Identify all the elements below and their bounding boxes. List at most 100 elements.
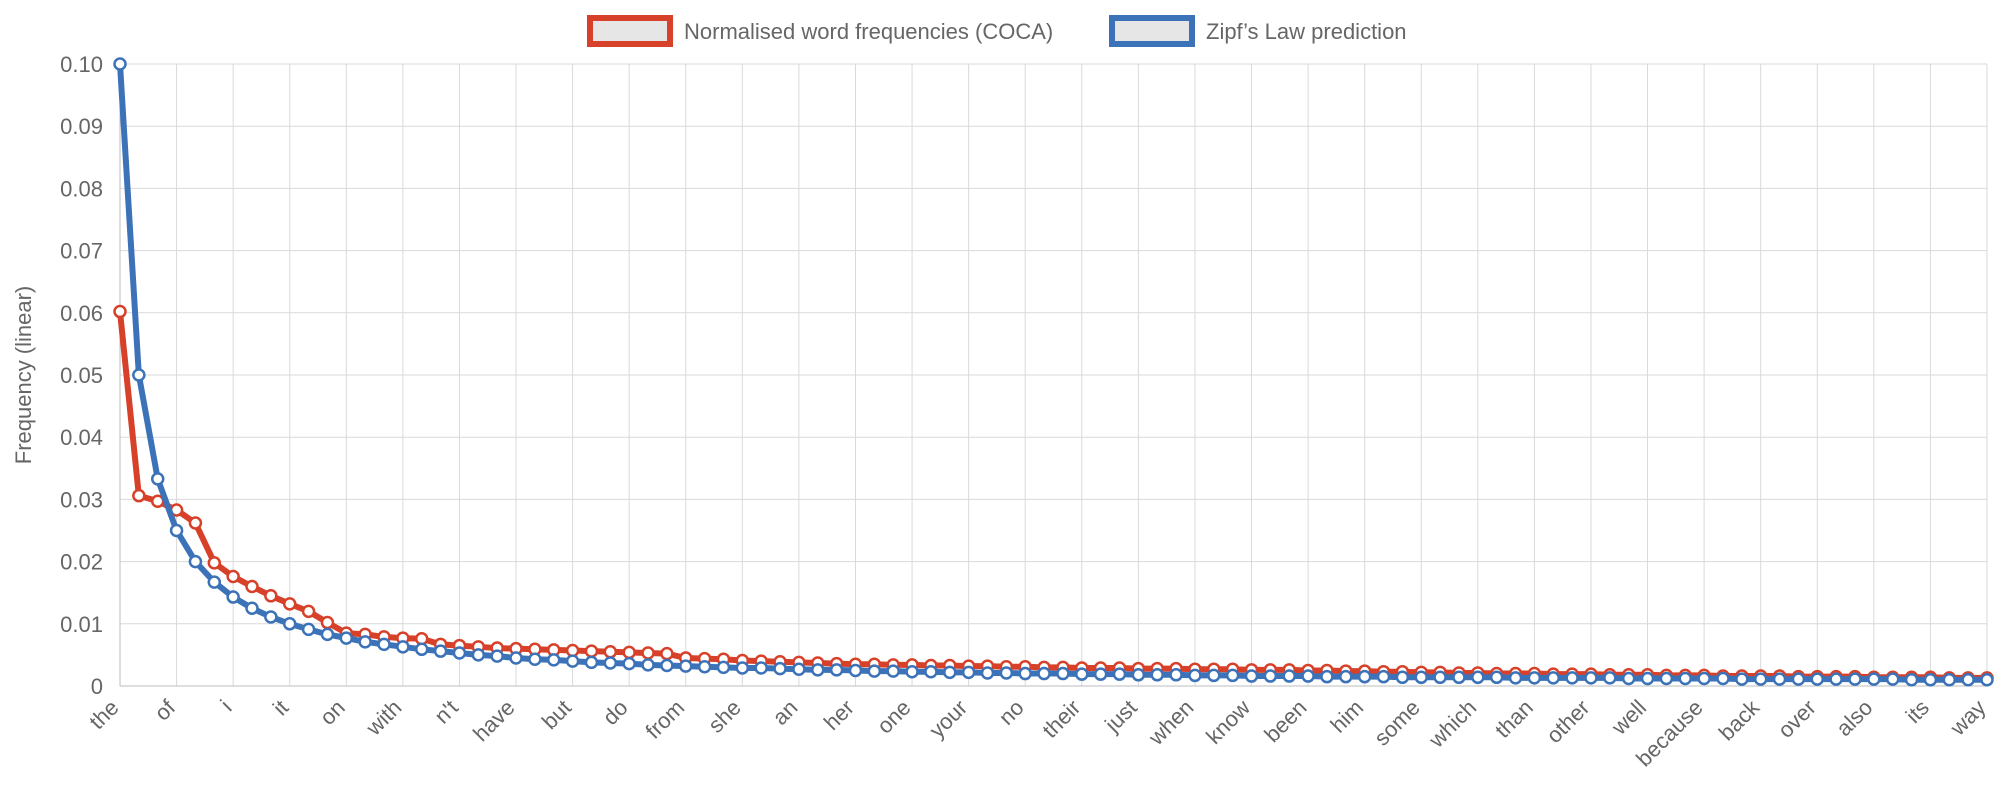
series-point-zipf — [1923, 673, 1938, 687]
series-point-zipf — [452, 646, 467, 660]
series-point-zipf — [1282, 669, 1296, 683]
series-layer — [113, 57, 1994, 687]
series-point-zipf — [1489, 670, 1504, 685]
x-tick-label: him — [1325, 695, 1368, 738]
series-point-zipf — [999, 666, 1014, 680]
x-tick-label: your — [924, 695, 972, 743]
x-tick-label: the — [84, 695, 123, 734]
x-tick-label: with — [360, 695, 406, 741]
series-line-zipf — [117, 61, 1990, 683]
series-point-zipf — [509, 651, 523, 665]
x-tick-label: of — [149, 694, 180, 725]
series-point-zipf — [433, 644, 448, 658]
series-point-zipf — [1376, 669, 1391, 684]
series-point-zipf — [1848, 672, 1862, 686]
x-tick-label: over — [1773, 695, 1821, 743]
series-point-zipf — [226, 590, 240, 604]
series-point-zipf — [471, 648, 486, 662]
series-point-zipf — [622, 656, 636, 671]
series-point-zipf — [320, 627, 335, 642]
series-point-zipf — [1659, 671, 1674, 686]
series-point-zipf — [1357, 669, 1372, 684]
series-point-coca — [207, 556, 222, 570]
series-point-coca — [603, 645, 618, 659]
x-tick-label: just — [1099, 695, 1142, 738]
y-tick-label: 0.04 — [60, 425, 103, 450]
series-point-coca — [320, 615, 335, 630]
series-point-coca — [188, 516, 203, 530]
legend-swatch-coca — [587, 15, 673, 47]
series-point-zipf — [1753, 672, 1768, 686]
series-point-zipf — [1207, 668, 1221, 683]
axis-layer — [119, 64, 1987, 687]
series-point-zipf — [1131, 668, 1146, 682]
series-point-zipf — [414, 642, 429, 657]
series-point-zipf — [1697, 671, 1711, 686]
y-tick-label: 0.03 — [60, 487, 103, 512]
series-point-zipf — [1640, 671, 1655, 686]
x-tick-label: some — [1369, 695, 1425, 751]
legend-label-coca: Normalised word frequencies (COCA) — [684, 19, 1053, 44]
series-point-zipf — [1527, 671, 1542, 685]
y-tick-label: 0.06 — [60, 301, 103, 326]
series-point-zipf — [980, 666, 995, 680]
series-point-zipf — [1037, 666, 1051, 681]
x-tick-label: than — [1490, 695, 1538, 743]
series-point-zipf — [1546, 671, 1561, 685]
series-point-zipf — [848, 663, 863, 678]
series-point-zipf — [867, 664, 882, 678]
x-tick-label: when — [1143, 695, 1199, 751]
series-point-zipf — [1075, 667, 1089, 681]
series-point-zipf — [1093, 667, 1108, 681]
series-point-zipf — [1942, 673, 1957, 687]
series-point-zipf — [1980, 673, 1994, 687]
series-point-zipf — [1791, 672, 1806, 686]
y-tick-label: 0.10 — [60, 52, 103, 77]
series-point-zipf — [1829, 672, 1843, 686]
series-point-zipf — [1301, 669, 1315, 683]
series-point-zipf — [1018, 666, 1032, 681]
series-point-zipf — [886, 664, 900, 678]
series-point-zipf — [1188, 668, 1202, 683]
series-point-zipf — [358, 635, 372, 649]
series-point-zipf — [792, 662, 806, 676]
series-point-zipf — [1150, 668, 1164, 682]
series-point-coca — [584, 644, 599, 658]
series-point-zipf — [660, 658, 674, 673]
x-tick-label: which — [1423, 695, 1481, 753]
series-point-zipf — [603, 656, 618, 670]
series-point-zipf — [1678, 671, 1693, 686]
series-point-zipf — [339, 631, 354, 645]
x-tick-label: it — [268, 695, 293, 720]
series-point-zipf — [1716, 671, 1730, 686]
series-point-zipf — [1565, 671, 1579, 685]
series-point-zipf — [1169, 668, 1183, 682]
series-point-zipf — [1056, 666, 1070, 681]
series-point-zipf — [282, 617, 297, 631]
series-point-zipf — [1225, 668, 1240, 683]
series-point-zipf — [943, 665, 957, 680]
y-axis-label: Frequency (linear) — [11, 286, 36, 465]
x-tick-label: back — [1714, 694, 1765, 745]
series-point-zipf — [1584, 671, 1598, 685]
y-tick-label: 0.07 — [60, 239, 103, 264]
series-point-zipf — [584, 655, 599, 670]
series-point-coca — [622, 645, 636, 660]
series-point-zipf — [735, 661, 750, 675]
y-tick-label: 0.08 — [60, 176, 103, 201]
series-point-zipf — [188, 554, 203, 569]
series-point-zipf — [301, 622, 316, 637]
series-point-zipf — [245, 601, 259, 615]
series-point-zipf — [264, 610, 278, 624]
x-tick-label: know — [1201, 695, 1255, 749]
series-point-zipf — [1414, 670, 1428, 685]
x-tick-label: one — [872, 695, 916, 739]
series-point-zipf — [396, 640, 410, 654]
series-point-zipf — [829, 663, 844, 677]
x-tick-label: been — [1259, 695, 1311, 747]
series-point-zipf — [1320, 669, 1334, 684]
series-point-zipf — [773, 661, 787, 676]
series-point-coca — [282, 597, 297, 611]
